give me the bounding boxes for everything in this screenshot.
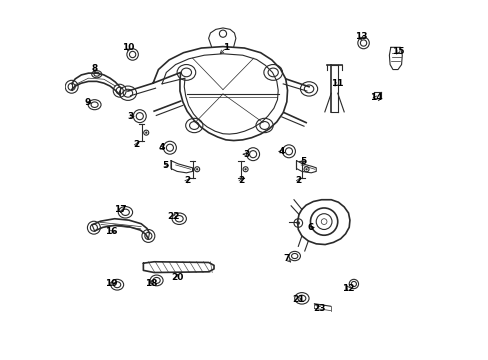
Text: 22: 22 bbox=[167, 212, 180, 221]
Text: 18: 18 bbox=[145, 279, 157, 288]
Circle shape bbox=[244, 168, 246, 170]
Text: 5: 5 bbox=[300, 157, 306, 166]
Text: 14: 14 bbox=[369, 93, 382, 102]
Text: 19: 19 bbox=[104, 279, 117, 288]
Text: 13: 13 bbox=[354, 32, 366, 41]
Text: 9: 9 bbox=[84, 98, 90, 107]
Text: 2: 2 bbox=[237, 176, 244, 185]
Circle shape bbox=[196, 168, 198, 170]
Circle shape bbox=[305, 168, 307, 170]
Text: 2: 2 bbox=[295, 176, 301, 185]
Text: 15: 15 bbox=[391, 47, 404, 56]
Circle shape bbox=[296, 221, 299, 225]
Text: 7: 7 bbox=[283, 254, 289, 263]
Text: 10: 10 bbox=[122, 43, 134, 52]
Text: 1: 1 bbox=[223, 43, 229, 52]
Text: 6: 6 bbox=[307, 223, 313, 232]
Text: 4: 4 bbox=[278, 147, 285, 156]
Text: 5: 5 bbox=[162, 161, 168, 170]
Text: 20: 20 bbox=[170, 273, 183, 282]
Text: 11: 11 bbox=[331, 79, 343, 88]
Text: 23: 23 bbox=[313, 304, 325, 313]
Text: 2: 2 bbox=[183, 176, 190, 185]
Text: 3: 3 bbox=[243, 150, 249, 159]
Text: 2: 2 bbox=[133, 140, 139, 149]
Text: 16: 16 bbox=[104, 228, 117, 237]
Text: 21: 21 bbox=[291, 294, 304, 303]
Text: 4: 4 bbox=[158, 143, 164, 152]
Text: 12: 12 bbox=[342, 284, 354, 293]
Circle shape bbox=[145, 132, 147, 134]
Text: 17: 17 bbox=[114, 205, 127, 214]
Text: 3: 3 bbox=[127, 112, 134, 121]
Text: 8: 8 bbox=[91, 64, 98, 73]
